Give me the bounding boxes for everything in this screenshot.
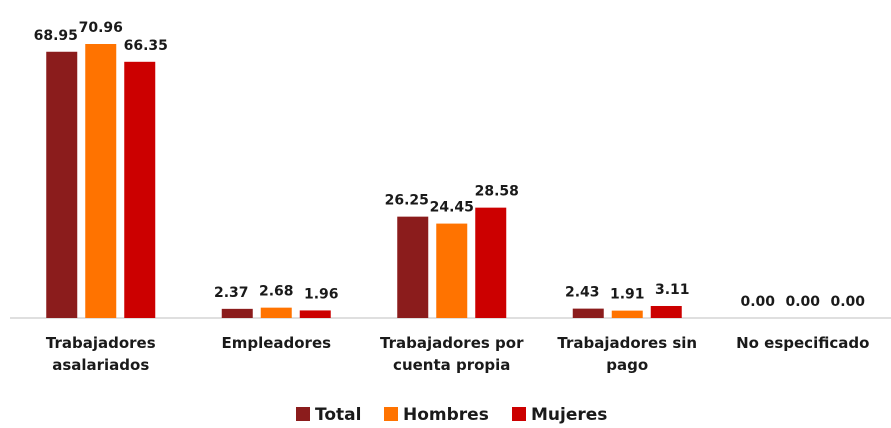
- data-label: 26.25: [385, 193, 429, 209]
- bar: [475, 207, 507, 318]
- data-label: 68.95: [34, 28, 78, 44]
- bar: [572, 308, 604, 318]
- legend-swatch: [384, 407, 398, 421]
- bar: [397, 216, 429, 318]
- legend-label: Hombres: [403, 405, 489, 425]
- x-tick-label: Trabajadores por cuenta propia: [380, 334, 524, 374]
- data-label: 2.37: [214, 285, 249, 301]
- data-label: 0.00: [740, 294, 775, 310]
- data-label: 24.45: [430, 200, 474, 216]
- bar: [260, 307, 292, 318]
- legend-swatch: [512, 407, 526, 421]
- bar: [611, 310, 643, 318]
- x-tick-label: No especificado: [736, 334, 870, 352]
- bar: [124, 61, 156, 319]
- bar: [85, 44, 117, 318]
- bar: [299, 310, 331, 318]
- bar: [436, 223, 468, 318]
- legend-label: Total: [315, 405, 361, 425]
- data-label: 0.00: [830, 294, 865, 310]
- x-tick-label: Trabajadores asalariados: [45, 334, 156, 374]
- data-label: 66.35: [124, 38, 168, 54]
- data-label: 3.11: [655, 282, 690, 298]
- data-label: 2.43: [565, 285, 600, 301]
- bar: [221, 308, 253, 318]
- bar: [650, 305, 682, 318]
- data-label: 28.58: [475, 184, 519, 200]
- data-label: 2.68: [259, 284, 294, 300]
- data-label: 0.00: [785, 294, 820, 310]
- legend-label: Mujeres: [531, 405, 607, 425]
- x-tick-label: Trabajadores sin pago: [557, 334, 698, 374]
- bar: [46, 51, 78, 319]
- data-label: 1.91: [610, 287, 645, 303]
- x-tick-label: Empleadores: [221, 334, 332, 352]
- data-label: 70.96: [79, 20, 123, 36]
- legend-swatch: [296, 407, 310, 421]
- data-label: 1.96: [304, 286, 339, 302]
